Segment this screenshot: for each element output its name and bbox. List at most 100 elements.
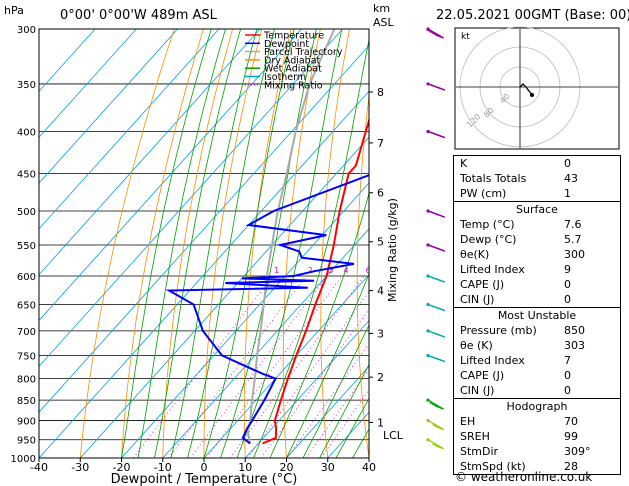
panel-row-label: PW (cm) bbox=[460, 187, 507, 200]
legend-entry: Temperature bbox=[263, 31, 324, 42]
panel-row-value: 70 bbox=[564, 415, 578, 428]
wind-barb bbox=[426, 302, 446, 312]
wet-adiabat bbox=[319, 363, 369, 458]
panel-row-label: Totals Totals bbox=[460, 172, 527, 185]
plot-area: 1 2 3 4 6 8 10 15 20 25 bbox=[39, 29, 445, 458]
wind-barb-dot bbox=[426, 438, 430, 442]
pressure-tick-label: 400 bbox=[17, 128, 36, 139]
top-indices: K 0 Totals Totals 43 PW (cm) 1 bbox=[454, 156, 620, 201]
panel-row-label: EH bbox=[460, 415, 476, 428]
isotherm bbox=[121, 182, 369, 458]
panel-row-label: SREH bbox=[460, 430, 490, 443]
temperature-tick-label: -20 bbox=[113, 461, 131, 474]
temperature-tick-label: -30 bbox=[71, 461, 89, 474]
panel-row-value: 1 bbox=[564, 187, 571, 200]
wind-barb-feather bbox=[430, 304, 439, 309]
wind-barb-dot bbox=[426, 329, 430, 333]
dry-adiabat bbox=[121, 29, 204, 458]
pressure-tick-label: 450 bbox=[17, 169, 36, 180]
km-label: km bbox=[373, 2, 391, 15]
mixing-ratio-line bbox=[190, 275, 328, 458]
panel-row-value: 0 bbox=[564, 293, 571, 306]
wind-barb bbox=[426, 27, 444, 39]
mixing-ratio-label: 20 bbox=[435, 266, 445, 275]
mixing-ratio-label: 1 bbox=[274, 266, 279, 275]
wind-barb-dot bbox=[426, 418, 430, 423]
panel-row-value: 7.6 bbox=[564, 218, 582, 231]
wet-adiabat bbox=[187, 29, 275, 458]
panel-row-value: 300 bbox=[564, 248, 585, 261]
temperature-tick-label: -40 bbox=[30, 461, 48, 474]
wind-barb bbox=[426, 274, 446, 283]
wind-barb-dot bbox=[426, 398, 430, 402]
panel-row: Dewp (°C) 5.7 bbox=[454, 232, 620, 247]
panel-row-label: CIN (J) bbox=[460, 384, 495, 397]
wind-barb-dot bbox=[426, 274, 430, 278]
panel-row-value: 7 bbox=[564, 354, 571, 367]
panel-row-label: θe (K) bbox=[460, 339, 493, 352]
pressure-tick-label: 600 bbox=[17, 272, 36, 283]
isotherm bbox=[39, 90, 369, 458]
wet-adiabat bbox=[154, 29, 241, 458]
temperature-tick-label: -10 bbox=[154, 461, 172, 474]
wet-adiabat bbox=[286, 272, 369, 458]
dewpoint-profile bbox=[165, 174, 369, 445]
panel-row: θe(K) 300 bbox=[454, 247, 620, 262]
legend-entry: Wet Adiabat bbox=[264, 64, 322, 75]
panel-row-label: CAPE (J) bbox=[460, 369, 505, 382]
hodograph-frame bbox=[454, 27, 620, 150]
temperature-tick-label: 30 bbox=[321, 461, 335, 474]
panel-row-label: CIN (J) bbox=[460, 293, 495, 306]
panel-row-value: 303 bbox=[564, 339, 585, 352]
panel-row: CIN (J) 0 bbox=[454, 383, 620, 398]
panel-row-label: Pressure (mb) bbox=[460, 324, 537, 337]
pressure-tick-label: 950 bbox=[17, 436, 36, 447]
legend-entry: Dewpoint bbox=[264, 39, 309, 50]
panel-row-value: 850 bbox=[564, 324, 585, 337]
mixing-ratio-line bbox=[132, 275, 274, 458]
parcel-trajectory bbox=[246, 29, 336, 444]
panel-row: StmSpd (kt) 28 bbox=[454, 459, 620, 474]
dry-adiabat bbox=[162, 29, 233, 458]
wet-adiabat bbox=[121, 29, 212, 458]
wet-adiabat bbox=[269, 191, 369, 458]
wind-barb-feather bbox=[430, 276, 439, 281]
temperature-tick-label: 10 bbox=[238, 461, 252, 474]
hodograph-unit: kt bbox=[461, 32, 470, 42]
panel-row: θe (K) 303 bbox=[454, 338, 620, 353]
wind-barb-dot bbox=[426, 243, 430, 247]
panel-row: EH 70 bbox=[454, 414, 620, 429]
panel-row-value: 43 bbox=[564, 172, 578, 185]
wet-adiabat bbox=[137, 29, 226, 458]
km-tick-label: 5 bbox=[377, 236, 384, 249]
temperature-tick-label: 0 bbox=[201, 461, 208, 474]
wind-barb-feather bbox=[430, 331, 439, 336]
panel-row-value: 99 bbox=[564, 430, 578, 443]
pressure-tick-label: 900 bbox=[17, 416, 36, 427]
mixing-ratio-label: 4 bbox=[343, 266, 348, 275]
isotherm bbox=[39, 29, 137, 138]
plot-frame bbox=[38, 28, 370, 459]
mixing-ratio-axis-label: Mixing Ratio (g/kg) bbox=[386, 198, 399, 302]
wind-barb-dot bbox=[426, 302, 430, 307]
isotherm bbox=[245, 319, 369, 458]
isotherm bbox=[39, 29, 178, 184]
panel-row-label: K bbox=[460, 157, 468, 170]
wind-barb bbox=[426, 329, 446, 338]
x-axis-label: Dewpoint / Temperature (°C) bbox=[111, 472, 298, 486]
isotherm bbox=[203, 274, 369, 458]
surface-title: Surface bbox=[516, 203, 558, 216]
wet-adiabat bbox=[236, 29, 343, 458]
asl-label: ASL bbox=[373, 16, 394, 29]
panel-row: Temp (°C) 7.6 bbox=[454, 217, 620, 232]
footer-credit[interactable]: © weatheronline.co.uk bbox=[455, 470, 593, 484]
wind-barb bbox=[426, 243, 446, 252]
legend-entry: Parcel Trajectory bbox=[264, 47, 343, 58]
pressure-tick-label: 700 bbox=[17, 327, 36, 338]
wind-barb bbox=[426, 82, 446, 91]
isotherm bbox=[39, 29, 261, 276]
panel-row: CIN (J) 0 bbox=[454, 292, 620, 307]
panel-row-label: StmSpd (kt) bbox=[460, 460, 526, 473]
wind-barb-dot bbox=[426, 353, 430, 358]
